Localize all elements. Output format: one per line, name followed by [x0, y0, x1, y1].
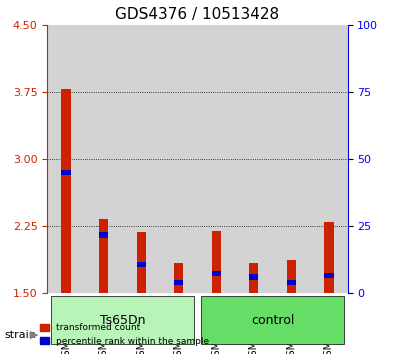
Bar	[310, 25, 348, 293]
Text: control: control	[251, 314, 294, 327]
Bar	[287, 260, 296, 293]
Bar	[137, 232, 146, 293]
FancyBboxPatch shape	[201, 296, 344, 344]
Bar	[249, 263, 258, 293]
Bar	[273, 25, 310, 293]
Bar	[235, 25, 273, 293]
Text: ▶: ▶	[30, 330, 38, 339]
Bar	[160, 25, 198, 293]
Title: GDS4376 / 10513428: GDS4376 / 10513428	[115, 7, 280, 22]
Bar	[198, 25, 235, 293]
Legend: transformed count, percentile rank within the sample: transformed count, percentile rank withi…	[36, 320, 213, 349]
Bar	[62, 89, 71, 293]
FancyBboxPatch shape	[51, 296, 194, 344]
Bar	[287, 280, 296, 285]
Bar	[99, 232, 108, 238]
Bar	[99, 219, 108, 293]
Text: Ts65Dn: Ts65Dn	[100, 314, 145, 327]
Bar	[47, 25, 85, 293]
Bar	[324, 222, 333, 293]
Bar	[137, 262, 146, 267]
Bar	[324, 273, 333, 278]
Bar	[85, 25, 122, 293]
Bar	[249, 274, 258, 280]
Bar	[174, 280, 183, 285]
Text: strain: strain	[4, 330, 36, 339]
Bar	[212, 230, 221, 293]
Bar	[174, 263, 183, 293]
Bar	[212, 271, 221, 276]
Bar	[122, 25, 160, 293]
Bar	[62, 170, 71, 175]
